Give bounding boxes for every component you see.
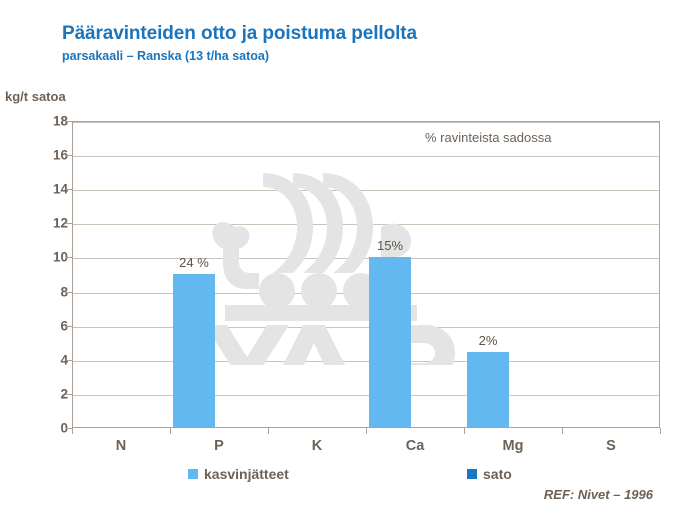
y-tick-label: 2 xyxy=(60,386,68,402)
x-tick-label-mg: Mg xyxy=(502,438,524,454)
bar-group[interactable]: 24 % xyxy=(173,243,215,427)
bar-group[interactable]: 21% xyxy=(271,243,313,427)
x-axis-ticks: N P K Ca Mg S xyxy=(72,428,661,462)
gridline xyxy=(73,394,659,396)
y-tick-label: 18 xyxy=(52,113,68,129)
x-tick-mark xyxy=(562,428,563,434)
yara-watermark-logo xyxy=(205,173,455,365)
legend-label: sato xyxy=(483,466,512,482)
x-tick-label-ca: Ca xyxy=(405,438,425,454)
legend-label: kasvinjätteet xyxy=(204,466,289,482)
y-tick-label: 4 xyxy=(60,352,68,368)
bar-segment-kasvinjatteet[interactable] xyxy=(369,256,411,427)
y-tick-mark xyxy=(66,121,72,122)
reference-note: REF: Nivet – 1996 xyxy=(543,487,653,502)
chart-header: Pääravinteiden otto ja poistuma pellolta… xyxy=(62,22,622,64)
bar-value-label: 15% xyxy=(376,237,404,253)
y-tick-mark xyxy=(66,223,72,225)
y-tick-label: 6 xyxy=(60,318,68,334)
bar-stack xyxy=(369,256,411,427)
x-tick-mark xyxy=(366,428,367,434)
y-tick-mark xyxy=(66,257,72,259)
bars-layer: 24 %21%15%2%10%19% xyxy=(145,238,659,427)
y-tick-label: 16 xyxy=(52,147,68,163)
y-tick-mark xyxy=(66,189,72,191)
bar-group[interactable]: 15% xyxy=(369,238,411,427)
gridline xyxy=(73,190,659,192)
y-tick-label: 10 xyxy=(52,249,68,265)
bar-segment-kasvinjatteet[interactable] xyxy=(467,352,509,427)
page-title: Pääravinteiden otto ja poistuma pellolta xyxy=(62,23,417,44)
y-tick-mark xyxy=(66,359,72,361)
y-tick-mark xyxy=(66,291,72,293)
gridline xyxy=(73,156,659,158)
y-tick-label: 0 xyxy=(60,420,68,436)
gridline xyxy=(73,122,659,123)
x-tick-mark xyxy=(464,428,465,434)
legend-entry-sato[interactable]: sato xyxy=(467,466,512,482)
y-axis-ticks: 0 2 4 6 8 10 12 14 16 18 xyxy=(0,114,72,436)
x-tick-mark xyxy=(170,428,171,434)
gridline xyxy=(73,326,659,328)
bar-segment-kasvinjatteet[interactable] xyxy=(173,273,215,427)
y-tick-mark xyxy=(66,393,72,395)
bar-group[interactable]: 2% xyxy=(467,243,509,427)
plot-annotation: % ravinteista sadossa xyxy=(425,130,552,145)
x-tick-mark xyxy=(72,428,73,434)
x-tick-label-s: S xyxy=(606,438,616,454)
legend-swatch-icon xyxy=(467,469,477,479)
y-tick-label: 12 xyxy=(52,215,68,231)
bar-stack xyxy=(467,352,509,427)
x-tick-mark xyxy=(268,428,269,434)
bar-group[interactable]: 10% xyxy=(565,243,607,427)
y-tick-mark xyxy=(66,428,72,429)
gridline xyxy=(73,360,659,362)
y-tick-mark xyxy=(66,325,72,327)
legend-entry-kasvinjatteet[interactable]: kasvinjätteet xyxy=(188,466,289,482)
x-tick-label-p: P xyxy=(214,438,224,454)
plot-area: 24 %21%15%2%10%19% % ravinteista sadossa xyxy=(72,121,660,428)
y-tick-label: 8 xyxy=(60,284,68,300)
y-tick-mark xyxy=(66,155,72,157)
x-tick-label-n: N xyxy=(115,438,127,454)
y-axis-title: kg/t satoa xyxy=(5,89,66,104)
gridline xyxy=(73,258,659,260)
gridline xyxy=(73,224,659,226)
bar-value-label: 24 % xyxy=(179,254,209,270)
x-tick-label-k: K xyxy=(311,438,323,454)
bar-stack xyxy=(173,273,215,427)
legend-swatch-icon xyxy=(188,469,198,479)
chart-legend: kasvinjätteet sato xyxy=(0,466,675,488)
chart-subtitle: parsakaali – Ranska (13 t/ha satoa) xyxy=(62,49,270,63)
y-tick-label: 14 xyxy=(52,181,68,197)
bar-value-label: 2% xyxy=(478,333,498,349)
x-tick-mark xyxy=(660,428,661,434)
gridline xyxy=(73,292,659,294)
